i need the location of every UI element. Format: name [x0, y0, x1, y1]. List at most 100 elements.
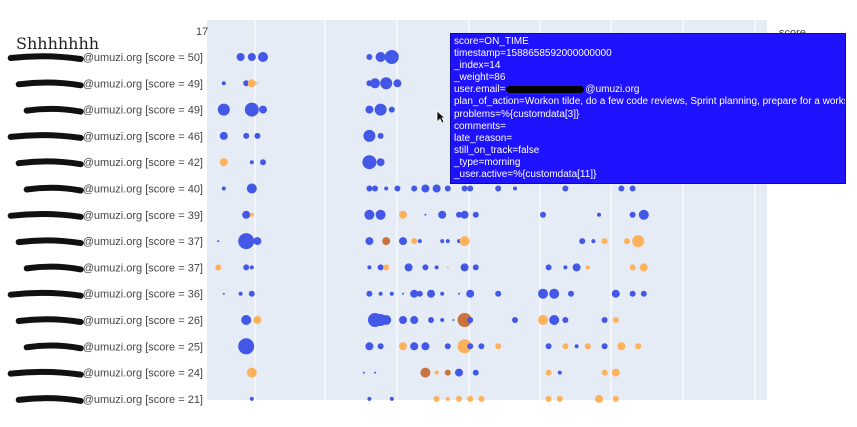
data-point[interactable]	[417, 239, 422, 244]
data-point[interactable]	[247, 53, 256, 61]
data-point[interactable]	[440, 318, 445, 322]
data-point[interactable]	[513, 186, 517, 191]
data-point[interactable]	[374, 371, 376, 374]
data-point[interactable]	[253, 237, 262, 246]
data-point[interactable]	[365, 237, 374, 246]
data-point[interactable]	[601, 317, 608, 323]
data-point[interactable]	[370, 78, 380, 89]
data-point[interactable]	[585, 265, 590, 270]
data-point[interactable]	[221, 186, 226, 191]
data-point[interactable]	[219, 131, 228, 140]
data-point[interactable]	[375, 52, 386, 62]
data-point[interactable]	[632, 235, 645, 248]
data-point[interactable]	[380, 77, 393, 90]
data-point[interactable]	[545, 343, 552, 350]
data-point[interactable]	[455, 368, 463, 377]
data-point[interactable]	[495, 290, 502, 297]
data-point[interactable]	[629, 264, 636, 271]
data-point[interactable]	[411, 238, 418, 245]
data-point[interactable]	[467, 343, 474, 350]
data-point[interactable]	[512, 317, 518, 323]
data-point[interactable]	[381, 315, 392, 325]
data-point[interactable]	[457, 339, 472, 354]
data-point[interactable]	[254, 132, 261, 139]
data-point[interactable]	[434, 265, 439, 270]
data-point[interactable]	[597, 212, 601, 217]
data-point[interactable]	[427, 289, 435, 298]
data-point[interactable]	[456, 395, 462, 402]
data-point[interactable]	[238, 338, 255, 355]
data-point[interactable]	[377, 132, 384, 139]
data-point[interactable]	[556, 395, 563, 402]
data-point[interactable]	[249, 160, 254, 165]
data-point[interactable]	[538, 315, 548, 325]
data-point[interactable]	[421, 342, 430, 351]
data-point[interactable]	[640, 290, 647, 297]
data-point[interactable]	[624, 238, 630, 245]
data-point[interactable]	[545, 395, 552, 402]
data-point[interactable]	[612, 395, 619, 402]
data-point[interactable]	[461, 185, 468, 192]
data-point[interactable]	[399, 316, 407, 324]
data-point[interactable]	[446, 266, 449, 269]
data-point[interactable]	[420, 367, 431, 378]
data-point[interactable]	[579, 238, 586, 245]
data-point[interactable]	[549, 315, 560, 325]
data-point[interactable]	[389, 396, 394, 401]
data-point[interactable]	[591, 239, 596, 244]
data-point[interactable]	[362, 155, 377, 170]
data-point[interactable]	[562, 185, 569, 192]
data-point[interactable]	[384, 186, 389, 191]
data-point[interactable]	[563, 265, 568, 270]
data-point[interactable]	[629, 185, 636, 192]
data-point[interactable]	[540, 211, 546, 218]
data-point[interactable]	[466, 289, 475, 298]
data-point[interactable]	[545, 264, 552, 271]
data-point[interactable]	[456, 211, 462, 218]
data-point[interactable]	[416, 290, 423, 297]
data-point[interactable]	[562, 343, 569, 350]
data-point[interactable]	[421, 184, 430, 193]
data-point[interactable]	[378, 291, 383, 296]
data-point[interactable]	[472, 369, 479, 376]
data-point[interactable]	[243, 264, 250, 271]
data-point[interactable]	[384, 50, 399, 64]
data-point[interactable]	[364, 209, 375, 220]
data-point[interactable]	[459, 236, 470, 247]
data-point[interactable]	[495, 185, 502, 192]
data-point[interactable]	[617, 342, 626, 351]
data-point[interactable]	[244, 102, 259, 117]
data-point[interactable]	[410, 289, 419, 298]
data-point[interactable]	[366, 185, 373, 192]
data-point[interactable]	[434, 370, 439, 375]
data-point[interactable]	[382, 237, 391, 246]
data-point[interactable]	[366, 54, 373, 60]
data-point[interactable]	[438, 210, 447, 219]
data-point[interactable]	[362, 371, 365, 374]
data-point[interactable]	[365, 342, 374, 351]
data-point[interactable]	[595, 394, 603, 403]
data-point[interactable]	[584, 343, 591, 350]
data-point[interactable]	[424, 213, 427, 216]
data-point[interactable]	[221, 81, 226, 86]
data-point[interactable]	[545, 369, 552, 376]
data-point[interactable]	[639, 263, 648, 272]
data-point[interactable]	[422, 264, 429, 271]
data-point[interactable]	[246, 183, 257, 194]
data-point[interactable]	[249, 212, 254, 217]
data-point[interactable]	[495, 343, 502, 350]
data-point[interactable]	[402, 292, 404, 295]
data-point[interactable]	[460, 210, 469, 219]
data-point[interactable]	[363, 129, 376, 142]
data-point[interactable]	[248, 290, 255, 297]
data-point[interactable]	[568, 290, 574, 297]
data-points[interactable]	[215, 50, 649, 403]
data-point[interactable]	[452, 319, 455, 321]
data-point[interactable]	[460, 263, 469, 272]
data-point[interactable]	[574, 344, 579, 349]
data-point[interactable]	[445, 396, 450, 401]
data-point[interactable]	[433, 395, 440, 402]
data-point[interactable]	[444, 369, 451, 376]
data-point[interactable]	[410, 342, 419, 351]
data-point[interactable]	[399, 342, 407, 351]
